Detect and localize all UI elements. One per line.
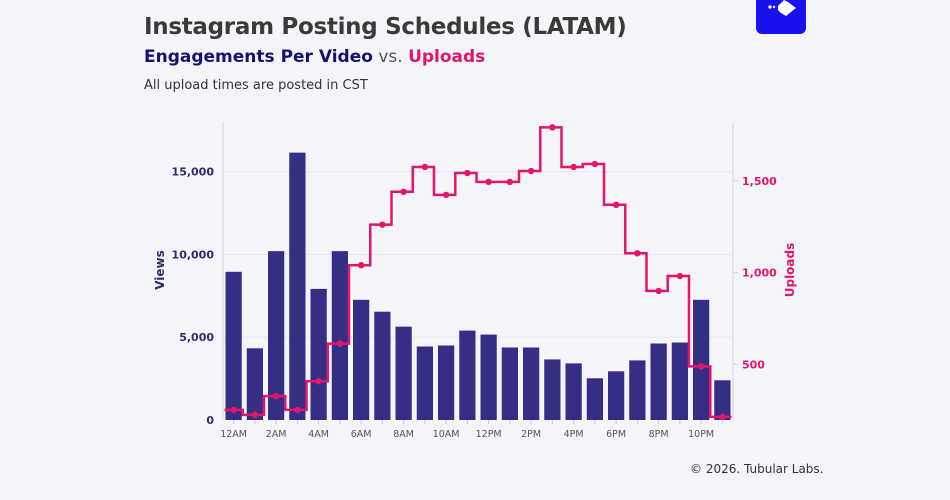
x-tick-label: 6PM — [606, 429, 626, 440]
chart-title: Instagram Posting Schedules (LATAM) — [144, 14, 627, 40]
uploads-point-1AM — [251, 411, 259, 419]
bar-3PM — [544, 359, 561, 420]
bar-11PM — [714, 380, 731, 420]
chart-subtitle: Engagements Per Video vs. Uploads — [144, 47, 485, 67]
uploads-point-7PM — [634, 250, 641, 257]
bar-9PM — [671, 342, 688, 420]
x-tick-label: 4PM — [564, 429, 584, 440]
uploads-point-6PM — [612, 201, 620, 209]
right-axis-ticks: 500 1,000 1,500 — [733, 175, 777, 371]
bar-6AM — [353, 299, 370, 420]
x-tick-label: 12AM — [220, 429, 247, 440]
left-tick-label: 10,000 — [172, 248, 215, 261]
tubular-labs-logo-icon — [756, 0, 806, 34]
uploads-point-6AM — [357, 262, 365, 269]
x-tick-label: 8PM — [649, 429, 669, 440]
uploads-point-10AM — [442, 191, 450, 199]
bar-10PM — [693, 299, 710, 420]
bar-7PM — [629, 360, 646, 420]
uploads-point-11AM — [464, 169, 471, 177]
x-tick-label: 2PM — [521, 429, 541, 440]
uploads-point-1PM — [506, 178, 514, 186]
left-tick-label: 0 — [206, 414, 214, 427]
bar-9AM — [416, 346, 433, 420]
copyright-footer: © 2026. Tubular Labs. — [690, 462, 824, 476]
x-tick-label: 6AM — [351, 429, 372, 440]
bar-8AM — [395, 326, 412, 420]
bar-2PM — [523, 347, 540, 420]
uploads-point-8PM — [655, 287, 662, 295]
bar-7AM — [374, 311, 391, 420]
uploads-point-2AM — [272, 392, 280, 400]
right-tick-label: 1,500 — [742, 175, 777, 188]
left-tick-label: 15,000 — [172, 166, 215, 179]
bar-2AM — [268, 251, 285, 420]
subtitle-vs: vs. — [372, 47, 409, 67]
uploads-point-3PM — [549, 124, 556, 131]
uploads-point-8AM — [400, 188, 407, 195]
bar-series — [225, 152, 731, 420]
bar-11AM — [459, 330, 476, 420]
uploads-point-7AM — [379, 221, 386, 228]
left-axis-ticks: 0 5,000 10,000 15,000 — [172, 166, 215, 427]
bar-12PM — [480, 334, 497, 420]
bar-1PM — [501, 347, 518, 420]
left-tick-label: 5,000 — [179, 331, 214, 344]
x-tick-label: 10PM — [688, 429, 714, 440]
bar-3AM — [289, 152, 306, 420]
uploads-point-9AM — [421, 163, 429, 171]
uploads-point-4PM — [570, 163, 577, 171]
x-tick-label: 4AM — [308, 429, 329, 440]
uploads-point-5AM — [336, 340, 344, 347]
x-axis-ticks: 12AM 2AM 4AM 6AM 8AM 10AM 12PM 2PM 4PM 6PM 8PM 10PM — [220, 420, 723, 440]
bar-5PM — [586, 378, 603, 420]
right-tick-label: 500 — [742, 358, 765, 371]
uploads-point-2PM — [527, 167, 535, 175]
uploads-point-4AM — [315, 378, 322, 385]
bar-10AM — [438, 345, 455, 420]
bar-5AM — [331, 251, 348, 420]
bar-4PM — [565, 363, 582, 420]
bar-1AM — [246, 348, 263, 420]
x-tick-label: 2AM — [266, 429, 287, 440]
uploads-point-10PM — [697, 363, 705, 370]
bar-6PM — [608, 371, 625, 420]
bar-12AM — [225, 271, 242, 420]
uploads-point-3AM — [294, 406, 301, 414]
left-axis-title: Views — [153, 250, 167, 290]
uploads-point-5PM — [591, 160, 599, 168]
x-tick-label: 10AM — [433, 429, 460, 440]
x-tick-label: 12PM — [476, 429, 502, 440]
uploads-point-11PM — [719, 413, 726, 421]
subtitle-uploads: Uploads — [408, 47, 486, 67]
subtitle-engagements: Engagements Per Video — [144, 47, 373, 67]
timezone-note: All upload times are posted in CST — [144, 78, 368, 93]
bar-4AM — [310, 288, 327, 420]
uploads-point-9PM — [676, 272, 684, 280]
right-tick-label: 1,000 — [742, 267, 777, 280]
gridlines — [223, 171, 733, 338]
x-tick-label: 8AM — [393, 429, 414, 440]
uploads-point-12AM — [230, 406, 237, 414]
bar-8PM — [650, 343, 667, 420]
uploads-point-12PM — [485, 178, 492, 186]
uploads-step-line — [224, 126, 732, 419]
uploads-markers — [230, 124, 726, 421]
right-axis-title: Uploads — [783, 243, 797, 298]
